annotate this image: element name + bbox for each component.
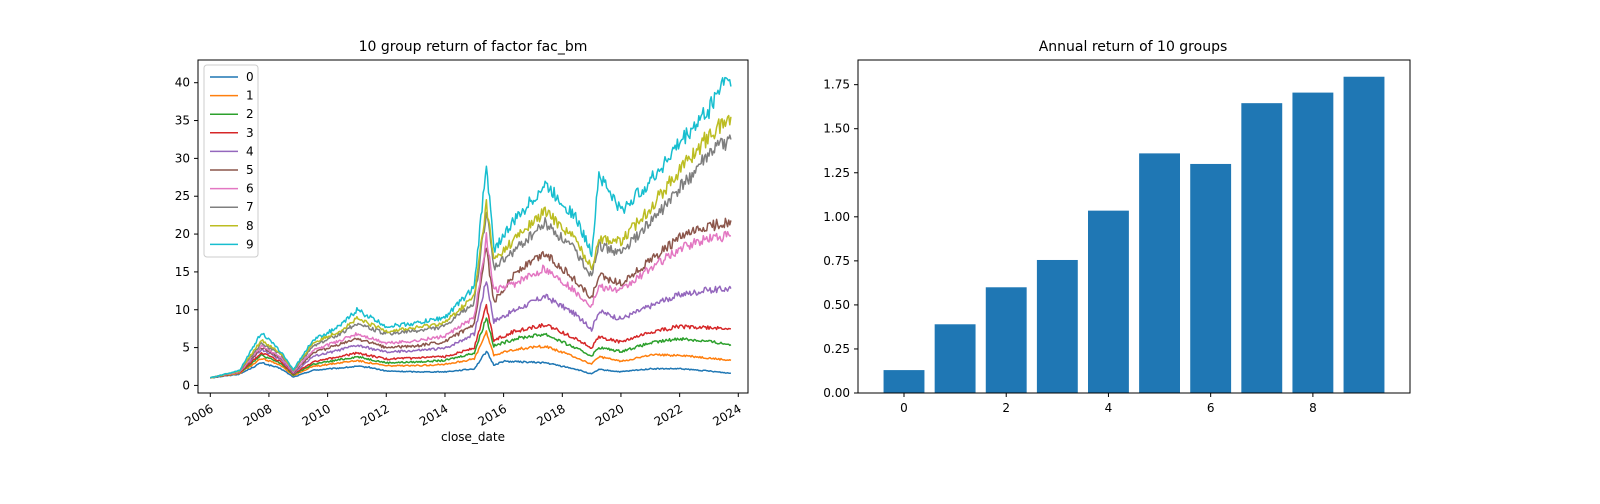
bar-9 xyxy=(1343,76,1385,393)
legend-label: 1 xyxy=(246,89,254,103)
bar-chart-title: Annual return of 10 groups xyxy=(1039,39,1228,55)
y-tick-label: 20 xyxy=(175,227,190,241)
legend-label: 2 xyxy=(246,107,254,121)
y-tick-label: 40 xyxy=(175,76,190,90)
y-tick-label: 35 xyxy=(175,114,190,128)
x-tick-label: 2 xyxy=(1002,401,1010,415)
bar-chart: Annual return of 10 groups 0 2 4 6 8 0.00 0.2… xyxy=(823,39,1411,415)
series-line-1 xyxy=(210,330,732,379)
bar-1 xyxy=(934,324,976,393)
y-tick-label: 0.75 xyxy=(823,254,850,268)
y-tick-label: 1.50 xyxy=(823,122,850,136)
y-tick-label: 5 xyxy=(182,341,190,355)
x-tick-label: 4 xyxy=(1105,401,1113,415)
line-series-group xyxy=(209,76,732,379)
legend-label: 3 xyxy=(246,126,254,140)
series-line-6 xyxy=(210,230,732,379)
series-line-0 xyxy=(210,350,731,379)
legend-label: 9 xyxy=(246,237,254,251)
bar-group xyxy=(883,76,1385,394)
series-line-3 xyxy=(210,303,731,379)
bar-0 xyxy=(883,370,925,393)
bar-6 xyxy=(1190,163,1232,393)
y-tick-label: 1.25 xyxy=(823,166,850,180)
x-axis-label: close_date xyxy=(441,430,505,444)
x-tick-label: 8 xyxy=(1309,401,1317,415)
legend-label: 6 xyxy=(246,182,254,196)
y-tick-label: 30 xyxy=(175,151,190,165)
y-tick-label: 10 xyxy=(175,303,190,317)
series-line-7 xyxy=(210,134,732,379)
series-line-4 xyxy=(210,281,732,379)
bar-8 xyxy=(1292,92,1334,393)
y-tick-label: 0.50 xyxy=(823,298,850,312)
x-tick-label: 0 xyxy=(900,401,908,415)
line-chart-title: 10 group return of factor fac_bm xyxy=(359,39,588,55)
legend: 0 1 2 3 4 5 6 7 8 9 xyxy=(203,64,259,258)
bar-7 xyxy=(1241,103,1283,394)
y-tick-label: 25 xyxy=(175,189,190,203)
y-tick-label: 1.75 xyxy=(823,78,850,92)
bar-2 xyxy=(985,287,1027,393)
y-tick-label: 0.25 xyxy=(823,342,850,356)
y-tick-label: 0.00 xyxy=(823,386,850,400)
legend-label: 5 xyxy=(246,163,254,177)
x-axis-ticks: 0 2 4 6 8 xyxy=(900,393,1317,415)
bar-5 xyxy=(1139,153,1180,393)
legend-label: 0 xyxy=(246,70,254,84)
series-line-9 xyxy=(209,76,732,379)
legend-label: 4 xyxy=(246,144,254,158)
line-chart: 10 group return of factor fac_bm 2006 200… xyxy=(175,39,749,444)
series-line-2 xyxy=(209,317,732,379)
legend-box xyxy=(203,64,259,258)
y-axis-ticks: 0 5 10 15 20 25 30 35 40 xyxy=(175,76,198,392)
legend-label: 8 xyxy=(246,219,254,233)
x-tick-label: 6 xyxy=(1207,401,1215,415)
y-axis-ticks: 0.00 0.25 0.50 0.75 1.00 1.25 1.50 1.75 xyxy=(823,78,858,400)
plot-frame xyxy=(197,59,749,394)
y-tick-label: 1.00 xyxy=(823,210,850,224)
y-tick-label: 0 xyxy=(182,378,190,392)
legend-label: 7 xyxy=(246,200,254,214)
y-tick-label: 15 xyxy=(175,265,190,279)
bar-4 xyxy=(1088,210,1129,393)
plot-frame xyxy=(857,59,1411,394)
bar-3 xyxy=(1036,259,1078,393)
